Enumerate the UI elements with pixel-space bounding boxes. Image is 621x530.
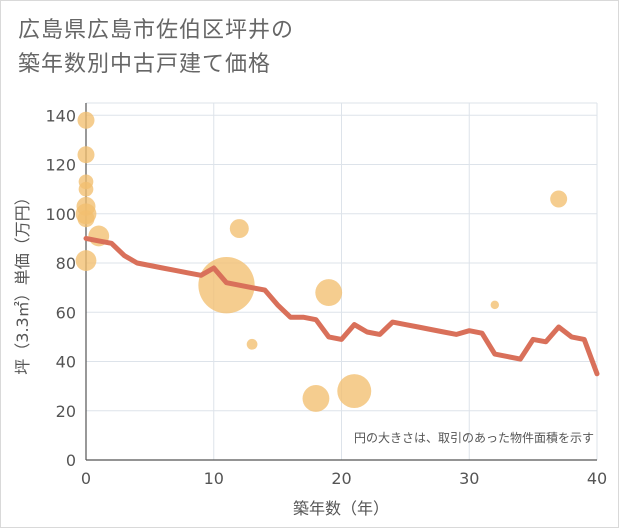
y-tick-label-140: 140: [45, 106, 76, 125]
tick-labels: 0 20 40 60 80 100 120 140 0 10 20 30 40: [45, 106, 607, 488]
bubble-point-13: [315, 279, 343, 306]
y-tick-label-80: 80: [56, 254, 76, 273]
x-tick-label-40: 40: [587, 469, 607, 488]
chart-title-line-2: 築年数別中古戸建て価格: [18, 52, 272, 77]
series-line-0: [83, 235, 600, 377]
x-tick-label-0: 0: [81, 469, 91, 488]
y-tick-label-20: 20: [56, 402, 76, 421]
y-tick-label-0: 0: [66, 451, 76, 470]
x-tick-label-10: 10: [204, 469, 224, 488]
bubble-point-3: [78, 181, 94, 197]
grid-lines: [86, 102, 598, 460]
y-tick-label-60: 60: [56, 303, 76, 322]
chart-title-line-1: 広島県広島市佐伯区坪井の: [18, 18, 295, 43]
bubble-point-11: [246, 338, 258, 350]
bubble-point-10: [229, 219, 249, 239]
bubble-point-15: [490, 300, 500, 310]
y-tick-label-100: 100: [45, 205, 76, 224]
bubble-point-14: [337, 374, 372, 409]
x-tick-label-20: 20: [331, 469, 351, 488]
y-tick-label-40: 40: [56, 353, 76, 372]
bubble-point-16: [550, 190, 568, 208]
y-axis-title: 坪（3.3㎡）単価（万円）: [13, 189, 32, 374]
bubble-point-7: [75, 250, 97, 271]
x-tick-label-30: 30: [459, 469, 479, 488]
average-line-series: [83, 235, 600, 377]
bubble-size-note: 円の大きさは、取引のあった物件面積を示す: [354, 430, 594, 445]
y-tick-label-120: 120: [45, 156, 76, 175]
bubble-point-6: [77, 210, 95, 228]
bubble-point-0: [77, 111, 95, 129]
bubble-series: [75, 111, 568, 412]
x-axis-title: 築年数（年）: [293, 499, 389, 518]
bubble-point-12: [302, 385, 330, 412]
bubble-point-1: [77, 146, 95, 164]
chart-title: 広島県広島市佐伯区坪井の 築年数別中古戸建て価格: [18, 14, 294, 82]
